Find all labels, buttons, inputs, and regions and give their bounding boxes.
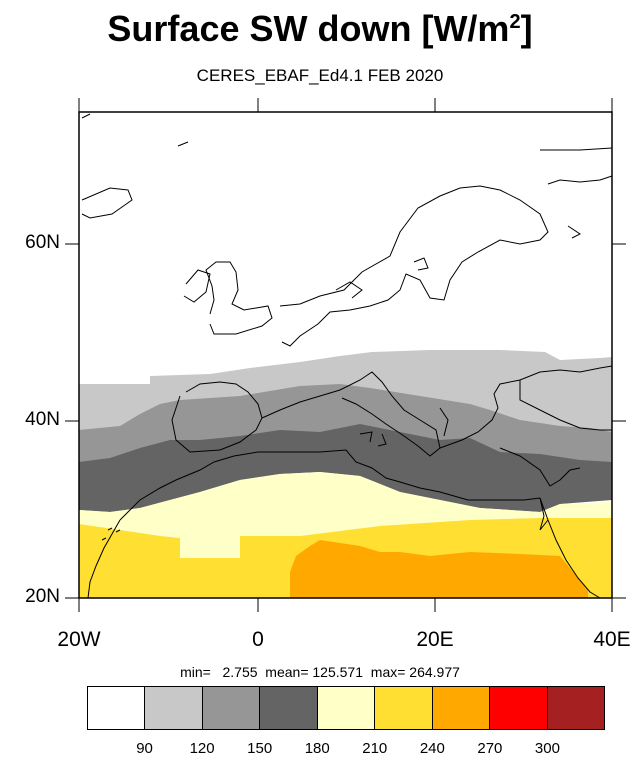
map-frame — [78, 111, 613, 599]
colorbar-label-210: 210 — [362, 740, 388, 757]
field-pale-patch — [180, 528, 240, 558]
plot-title: Surface SW down [W/m2] — [0, 8, 640, 50]
colorbar-label-300: 300 — [534, 740, 560, 757]
colorbar-box-6 — [432, 687, 491, 729]
colorbar — [87, 686, 605, 730]
y-tick-20n: 20N — [25, 586, 60, 607]
field-orange — [290, 540, 588, 598]
y-tick-60n: 60N — [25, 232, 60, 253]
plot-title-close: ] — [520, 8, 533, 49]
stats-line: min= 2.755 mean= 125.571 max= 264.977 — [180, 664, 460, 680]
colorbar-label-90: 90 — [136, 740, 153, 757]
x-tick-20e: 20E — [416, 628, 454, 651]
sw-field — [79, 112, 612, 598]
field-dark-grey — [79, 424, 612, 512]
colorbar-box-2 — [202, 687, 261, 729]
field-white — [79, 112, 612, 382]
colorbar-box-8 — [547, 687, 604, 729]
plot-subtitle: CERES_EBAF_Ed4.1 FEB 2020 — [196, 66, 444, 85]
x-tick-0: 0 — [252, 628, 264, 651]
colorbar-box-0 — [88, 687, 146, 729]
x-tick-40e: 40E — [593, 628, 631, 651]
coastlines — [81, 113, 613, 599]
colorbar-box-7 — [490, 687, 548, 729]
colorbar-label-180: 180 — [304, 740, 330, 757]
colorbar-box-3 — [260, 687, 318, 729]
colorbar-label-120: 120 — [189, 740, 215, 757]
colorbar-box-4 — [317, 687, 376, 729]
colorbar-label-150: 150 — [247, 740, 273, 757]
plot-title-superscript: 2 — [509, 11, 521, 33]
x-tick-20w: 20W — [57, 628, 101, 651]
colorbar-box-5 — [375, 687, 433, 729]
y-tick-40n: 40N — [25, 409, 60, 430]
field-pale-yellow — [79, 472, 612, 540]
axis-ticks — [65, 98, 626, 612]
plot-title-text: Surface SW down [W/m — [107, 8, 510, 49]
colorbar-label-270: 270 — [477, 740, 503, 757]
colorbar-label-240: 240 — [419, 740, 445, 757]
colorbar-box-1 — [145, 687, 203, 729]
